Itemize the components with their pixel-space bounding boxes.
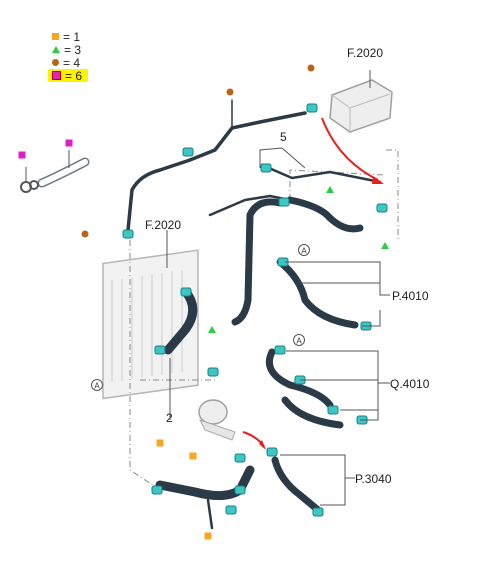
hose-segment [231, 198, 284, 326]
ref-label-left: F.2020 [145, 218, 182, 232]
ref-label-p3040: P.3040 [355, 472, 392, 486]
legend-item-6-highlighted: = 6 [48, 68, 89, 83]
orange-square-icon [52, 33, 59, 40]
orange-square-marker [204, 532, 212, 540]
hose-clamp [234, 485, 246, 495]
legend-item-1: = 1 [52, 29, 88, 44]
hose-clamp [278, 197, 290, 207]
hose-clamp [180, 287, 192, 297]
magenta-square-icon [52, 71, 61, 80]
hose-segment [281, 396, 344, 429]
green-triangle-marker [326, 186, 334, 193]
markers [18, 64, 389, 540]
legend-label: = 1 [63, 29, 81, 44]
orange-square-marker [189, 452, 197, 460]
hose-clamp [207, 367, 219, 377]
reference-lines [129, 149, 399, 491]
hose-segment [265, 348, 334, 409]
flow-arrows [242, 117, 384, 450]
callout-5: 5 [280, 130, 287, 144]
view-a-text: A [94, 382, 100, 391]
hose-clamp [260, 163, 272, 173]
legend-item-4: = 4 [52, 55, 88, 70]
hose-clamp [274, 345, 286, 355]
view-a-marker: A [91, 379, 103, 391]
view-a-text: A [296, 337, 302, 346]
green-triangle-marker [208, 326, 216, 333]
radiator [102, 249, 199, 400]
callout-2: 2 [166, 411, 173, 425]
view-a-marker: A [298, 244, 310, 256]
hose-clamp [122, 229, 134, 239]
hose-clamp [182, 147, 194, 157]
hose-segment [206, 498, 214, 530]
brown-dot-marker [307, 64, 315, 72]
green-triangle-icon [52, 46, 60, 53]
brown-dot-icon [52, 59, 59, 66]
callout-leaders [166, 70, 390, 506]
magenta-square-marker [65, 139, 73, 147]
legend-label: = 4 [63, 55, 81, 70]
legend-item-3: = 3 [52, 42, 88, 57]
ref-label-p4010: P.4010 [392, 289, 429, 303]
legend-label: = 6 [65, 68, 83, 83]
orange-square-marker [156, 439, 164, 447]
hose-clamp [225, 505, 237, 515]
hose-segment [126, 111, 307, 232]
hose-segment [260, 163, 382, 184]
view-a-marker: A [293, 334, 305, 346]
hose-segment [286, 196, 364, 233]
hose-clamp [376, 203, 388, 213]
water-pump-housing [198, 399, 236, 441]
expansion-tank [329, 79, 393, 133]
arrowhead-icon [372, 176, 384, 184]
hose-clamp [306, 103, 318, 113]
hose-clamp [234, 453, 246, 463]
arrowhead-icon [259, 440, 266, 450]
legend: = 1 = 3 = 4 = 6 [48, 29, 89, 83]
view-markers: A A A [91, 244, 310, 391]
hose-segment [271, 456, 322, 514]
hose-clamp [327, 405, 339, 415]
green-triangle-marker [381, 242, 389, 249]
brown-dot-marker [226, 88, 234, 96]
hose-clamp [154, 345, 166, 355]
hose-clamp [312, 507, 324, 517]
view-a-text: A [301, 247, 307, 256]
spare-hose-part [20, 150, 90, 193]
legend-label: = 3 [64, 42, 82, 57]
brown-dot-marker [81, 230, 89, 238]
ref-label-q4010: Q.4010 [390, 377, 430, 391]
hose-clamp [266, 447, 278, 457]
ref-label-top: F.2020 [347, 46, 384, 60]
hose-clamp [151, 485, 163, 495]
clamps [122, 103, 388, 517]
magenta-square-marker [18, 151, 26, 159]
hose-segment [276, 258, 359, 329]
